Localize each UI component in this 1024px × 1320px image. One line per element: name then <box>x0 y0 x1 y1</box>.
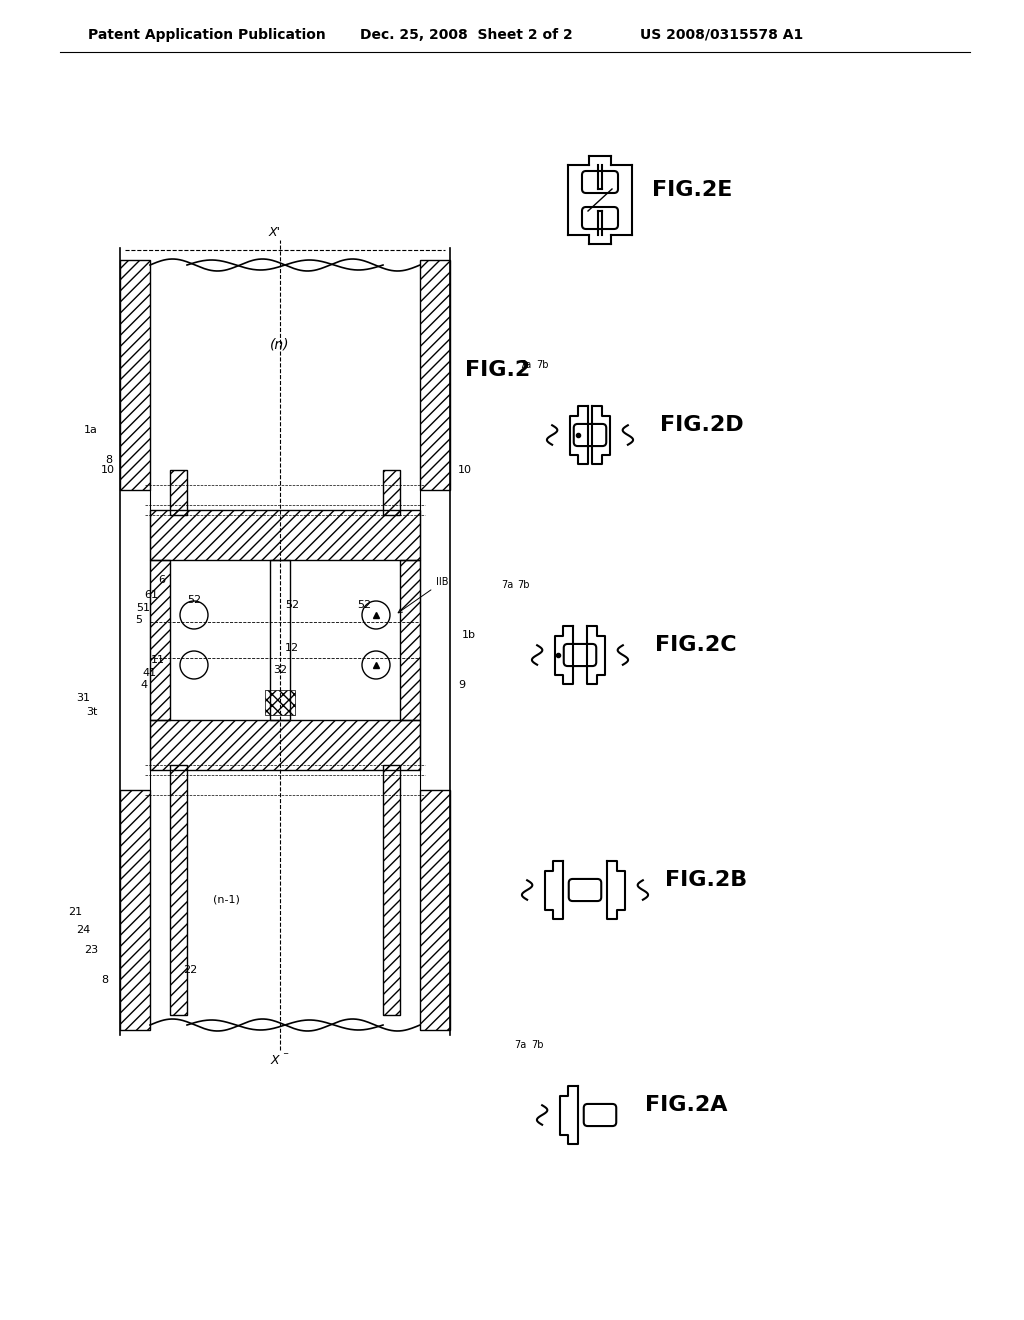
Bar <box>383 470 400 515</box>
Text: FIG.2E: FIG.2E <box>652 180 732 201</box>
Text: 32: 32 <box>273 665 287 675</box>
Bar <box>420 789 450 1030</box>
FancyBboxPatch shape <box>582 207 618 228</box>
Bar <box>270 560 290 719</box>
Bar <box>420 260 450 490</box>
Bar <box>150 560 170 719</box>
Text: 24: 24 <box>76 925 90 935</box>
Text: Patent Application Publication: Patent Application Publication <box>88 28 326 42</box>
Text: FIG.2D: FIG.2D <box>660 414 743 436</box>
Text: 52: 52 <box>187 595 201 605</box>
Bar <box>265 690 295 715</box>
Text: 12: 12 <box>285 643 299 653</box>
Text: 7a: 7a <box>519 360 531 370</box>
Text: (n-1): (n-1) <box>213 895 240 906</box>
Bar <box>383 470 400 515</box>
Text: 11: 11 <box>151 655 165 665</box>
Bar <box>150 510 420 560</box>
Text: 4: 4 <box>141 680 148 690</box>
Text: 3t: 3t <box>87 708 98 717</box>
Text: 52: 52 <box>285 601 299 610</box>
FancyBboxPatch shape <box>573 424 606 446</box>
Text: X: X <box>270 1053 280 1067</box>
Text: 10: 10 <box>458 465 472 475</box>
Bar <box>170 766 187 1015</box>
Text: 51: 51 <box>136 603 150 612</box>
Text: 22: 22 <box>182 965 197 975</box>
Bar <box>120 260 150 490</box>
Text: 1a: 1a <box>84 425 98 436</box>
Text: US 2008/0315578 A1: US 2008/0315578 A1 <box>640 28 803 42</box>
Text: 41: 41 <box>143 668 157 678</box>
Text: FIG.2B: FIG.2B <box>665 870 748 890</box>
Text: 6: 6 <box>158 576 165 585</box>
Text: 7a: 7a <box>501 579 513 590</box>
Text: 23: 23 <box>84 945 98 954</box>
Text: _: _ <box>283 1045 287 1053</box>
Text: 7b: 7b <box>536 360 548 370</box>
Bar <box>400 560 420 719</box>
Text: FIG.2A: FIG.2A <box>645 1096 727 1115</box>
Text: 7b: 7b <box>530 1040 544 1049</box>
Text: 52: 52 <box>357 601 371 610</box>
Bar <box>420 789 450 1030</box>
Text: 8: 8 <box>104 455 112 465</box>
Bar <box>150 560 170 719</box>
Bar <box>120 789 150 1030</box>
Bar <box>170 470 187 515</box>
Text: 5: 5 <box>135 615 142 624</box>
FancyBboxPatch shape <box>582 172 618 193</box>
Bar <box>170 766 187 1015</box>
Text: (n): (n) <box>270 338 290 352</box>
Text: 31: 31 <box>76 693 90 704</box>
Text: Dec. 25, 2008  Sheet 2 of 2: Dec. 25, 2008 Sheet 2 of 2 <box>360 28 572 42</box>
Text: 7b: 7b <box>517 579 529 590</box>
Text: 8: 8 <box>101 975 108 985</box>
Bar <box>383 766 400 1015</box>
Text: 10: 10 <box>101 465 115 475</box>
Text: FIG.2: FIG.2 <box>465 360 530 380</box>
Text: 1b: 1b <box>462 630 476 640</box>
Bar <box>150 510 420 560</box>
Bar <box>120 260 150 490</box>
Bar <box>120 789 150 1030</box>
Bar <box>150 719 420 770</box>
Bar <box>150 719 420 770</box>
Text: 9: 9 <box>458 680 465 690</box>
FancyBboxPatch shape <box>564 644 596 667</box>
FancyBboxPatch shape <box>584 1104 616 1126</box>
Bar <box>400 560 420 719</box>
Text: 21: 21 <box>68 907 82 917</box>
Text: FIG.2C: FIG.2C <box>655 635 736 655</box>
Text: 7a: 7a <box>514 1040 526 1049</box>
Bar <box>420 260 450 490</box>
Text: IIB: IIB <box>398 577 449 612</box>
Bar <box>170 470 187 515</box>
Text: X': X' <box>269 226 281 239</box>
Text: 61: 61 <box>144 590 158 601</box>
FancyBboxPatch shape <box>568 879 601 902</box>
Bar <box>383 766 400 1015</box>
